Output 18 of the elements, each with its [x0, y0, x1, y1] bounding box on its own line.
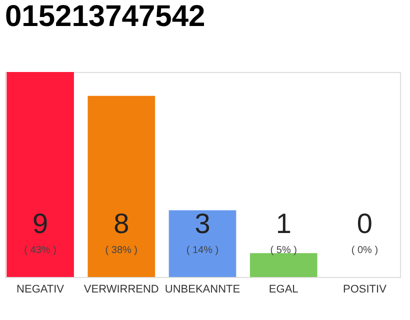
data-label: ( 43% ) — [24, 245, 56, 256]
x-tick-label: NEGATIV — [16, 284, 65, 296]
annotation: 3 — [194, 208, 210, 239]
annotation: 1 — [276, 208, 292, 239]
data-label: ( 38% ) — [105, 245, 138, 256]
annotation: 0 — [356, 208, 373, 239]
bar — [168, 210, 236, 277]
x-tick-label: EGAL — [268, 284, 298, 296]
bar — [88, 96, 156, 277]
x-tick-label: UNBEKANNTE — [164, 284, 240, 296]
x-tick-label: POSITIV — [343, 284, 388, 296]
bar — [6, 72, 74, 277]
data-label: ( 0% ) — [351, 245, 378, 256]
annotation: 9 — [32, 208, 48, 239]
chart-title: 015213747542 — [5, 0, 206, 33]
x-tick-label: VERWIRREND — [84, 284, 159, 296]
annotation: 8 — [114, 208, 130, 239]
data-label: ( 14% ) — [186, 245, 219, 256]
